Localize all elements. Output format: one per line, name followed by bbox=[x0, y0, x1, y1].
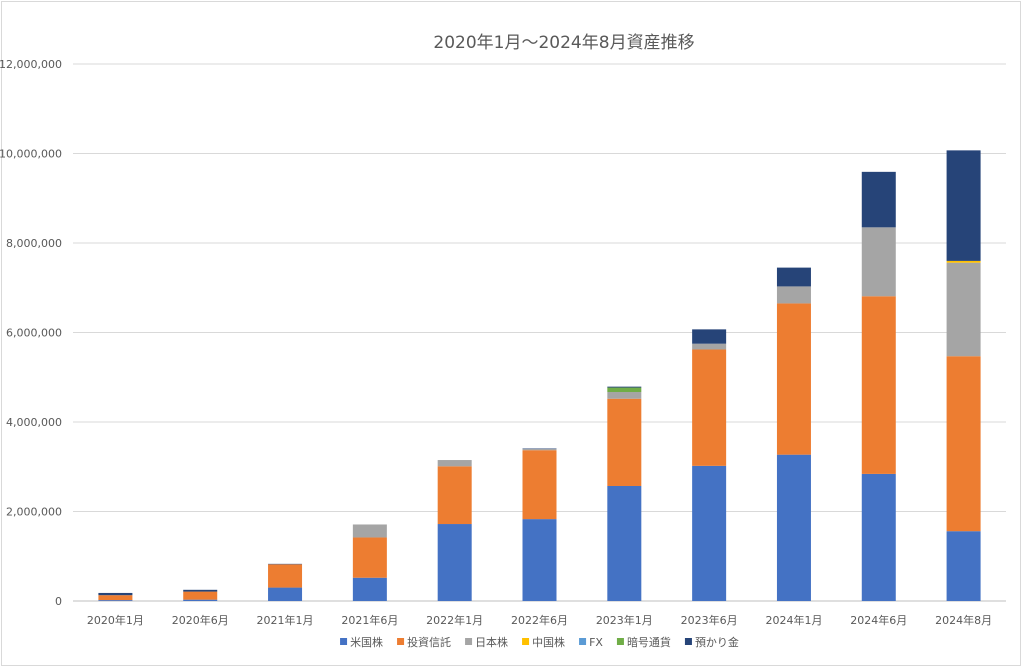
bar-segment-預かり金-2024年1月 bbox=[776, 267, 811, 287]
legend-swatch bbox=[579, 638, 587, 645]
legend-label: 暗号通貨 bbox=[627, 635, 671, 649]
bar-segment-米国株-2023年1月 bbox=[607, 485, 642, 601]
bar-segment-日本株-2023年1月 bbox=[607, 392, 642, 399]
bar-segment-投資信託-2021年1月 bbox=[268, 564, 303, 588]
bar-segment-預かり金-2020年6月 bbox=[183, 589, 218, 592]
bar-segment-米国株-2021年1月 bbox=[268, 587, 303, 601]
x-tick-label: 2023年1月 bbox=[596, 613, 653, 627]
bar-segment-投資信託-2024年6月 bbox=[861, 296, 896, 474]
legend-swatch bbox=[465, 638, 473, 645]
legend-swatch bbox=[616, 638, 624, 645]
chart-title: 2020年1月～2024年8月資産推移 bbox=[433, 33, 694, 53]
y-tick-label: 0 bbox=[55, 595, 62, 608]
bar-segment-日本株-2024年6月 bbox=[861, 227, 896, 297]
legend-item: 中国株 bbox=[522, 635, 565, 649]
bar-segment-投資信託-2021年6月 bbox=[352, 537, 387, 578]
y-axis-ticks: 0 2,000,000 4,000,000 6,000,000 8,000,000 10,… bbox=[0, 58, 62, 608]
bar-segment-米国株-2024年1月 bbox=[776, 454, 811, 601]
legend-swatch bbox=[397, 638, 405, 645]
bar-segment-投資信託-2020年1月 bbox=[98, 595, 133, 601]
y-tick-label: 6,000,000 bbox=[6, 327, 62, 340]
legend-label: 投資信託 bbox=[407, 635, 451, 649]
x-tick-label: 2020年6月 bbox=[172, 613, 229, 627]
y-tick-label: 2,000,000 bbox=[6, 506, 62, 519]
x-tick-label: 2021年1月 bbox=[257, 613, 314, 627]
legend-swatch bbox=[522, 638, 530, 645]
x-tick-label: 2022年6月 bbox=[511, 613, 568, 627]
legend-label: 預かり金 bbox=[695, 635, 739, 649]
legend-label: FX bbox=[589, 636, 603, 649]
x-tick-label: 2022年1月 bbox=[426, 613, 483, 627]
x-tick-label: 2024年1月 bbox=[765, 613, 822, 627]
bar-segment-日本株-2023年6月 bbox=[692, 343, 727, 350]
legend-item: 預かり金 bbox=[684, 635, 739, 649]
legend: 米国株 投資信託 日本株 中国株 FX 暗号通貨 預かり金 bbox=[340, 635, 739, 649]
legend-swatch bbox=[684, 638, 692, 645]
legend-label: 中国株 bbox=[532, 635, 565, 649]
legend-swatch bbox=[340, 638, 348, 645]
bar-segment-日本株-2022年1月 bbox=[437, 460, 472, 467]
y-tick-label: 8,000,000 bbox=[6, 237, 62, 250]
bar-segment-暗号通貨-2023年1月 bbox=[607, 387, 642, 393]
y-tick-label: 4,000,000 bbox=[6, 416, 62, 429]
bar-segment-米国株-2021年6月 bbox=[352, 577, 387, 601]
legend-label: 米国株 bbox=[350, 635, 383, 649]
bar-segment-投資信託-2023年1月 bbox=[607, 398, 642, 486]
bar-segment-投資信託-2024年1月 bbox=[776, 303, 811, 455]
bar-segment-米国株-2023年6月 bbox=[692, 465, 727, 601]
bar-segment-日本株-2022年6月 bbox=[522, 448, 557, 451]
legend-item: 暗号通貨 bbox=[616, 635, 671, 649]
y-tick-label: 10,000,000 bbox=[0, 148, 62, 161]
bar-segment-米国株-2022年6月 bbox=[522, 519, 557, 601]
legend-item: FX bbox=[579, 636, 603, 649]
bar-segment-預かり金-2023年1月 bbox=[607, 386, 642, 388]
bar-segment-日本株-2024年8月 bbox=[946, 262, 981, 357]
bar-segment-預かり金-2024年6月 bbox=[861, 171, 896, 228]
bar-segment-米国株-2024年8月 bbox=[946, 531, 981, 601]
bar-segment-預かり金-2023年6月 bbox=[692, 329, 727, 344]
gridlines bbox=[73, 63, 1006, 602]
x-tick-label: 2024年8月 bbox=[935, 613, 992, 627]
bar-segment-投資信託-2023年6月 bbox=[692, 349, 727, 466]
bar-segment-日本株-2024年1月 bbox=[776, 286, 811, 304]
bar-segment-投資信託-2020年6月 bbox=[183, 591, 218, 600]
bar-segment-中国株-2024年8月 bbox=[946, 260, 981, 263]
bar-segment-投資信託-2022年1月 bbox=[437, 466, 472, 525]
bar-segment-日本株-2021年6月 bbox=[352, 524, 387, 538]
x-tick-label: 2021年6月 bbox=[341, 613, 398, 627]
bar-segment-米国株-2020年1月 bbox=[98, 600, 133, 601]
bar-segment-預かり金-2020年1月 bbox=[98, 592, 133, 596]
legend-label: 日本株 bbox=[475, 635, 508, 649]
legend-item: 米国株 bbox=[340, 635, 383, 649]
bar-segment-米国株-2020年6月 bbox=[183, 599, 218, 601]
bar-segment-預かり金-2024年8月 bbox=[946, 150, 981, 261]
x-tick-label: 2024年6月 bbox=[850, 613, 907, 627]
x-axis-ticks: 2020年1月 2020年6月 2021年1月 2021年6月 2022年1月 2022年… bbox=[87, 613, 992, 627]
legend-item: 日本株 bbox=[465, 635, 508, 649]
bar-segment-投資信託-2022年6月 bbox=[522, 450, 557, 520]
bar-segment-米国株-2022年1月 bbox=[437, 524, 472, 601]
y-tick-label: 12,000,000 bbox=[0, 58, 62, 71]
x-tick-label: 2020年1月 bbox=[87, 613, 144, 627]
bar-segment-米国株-2024年6月 bbox=[861, 473, 896, 601]
bar-segment-投資信託-2024年8月 bbox=[946, 356, 981, 532]
bars bbox=[98, 150, 981, 601]
x-tick-label: 2023年6月 bbox=[681, 613, 738, 627]
legend-item: 投資信託 bbox=[397, 635, 451, 649]
